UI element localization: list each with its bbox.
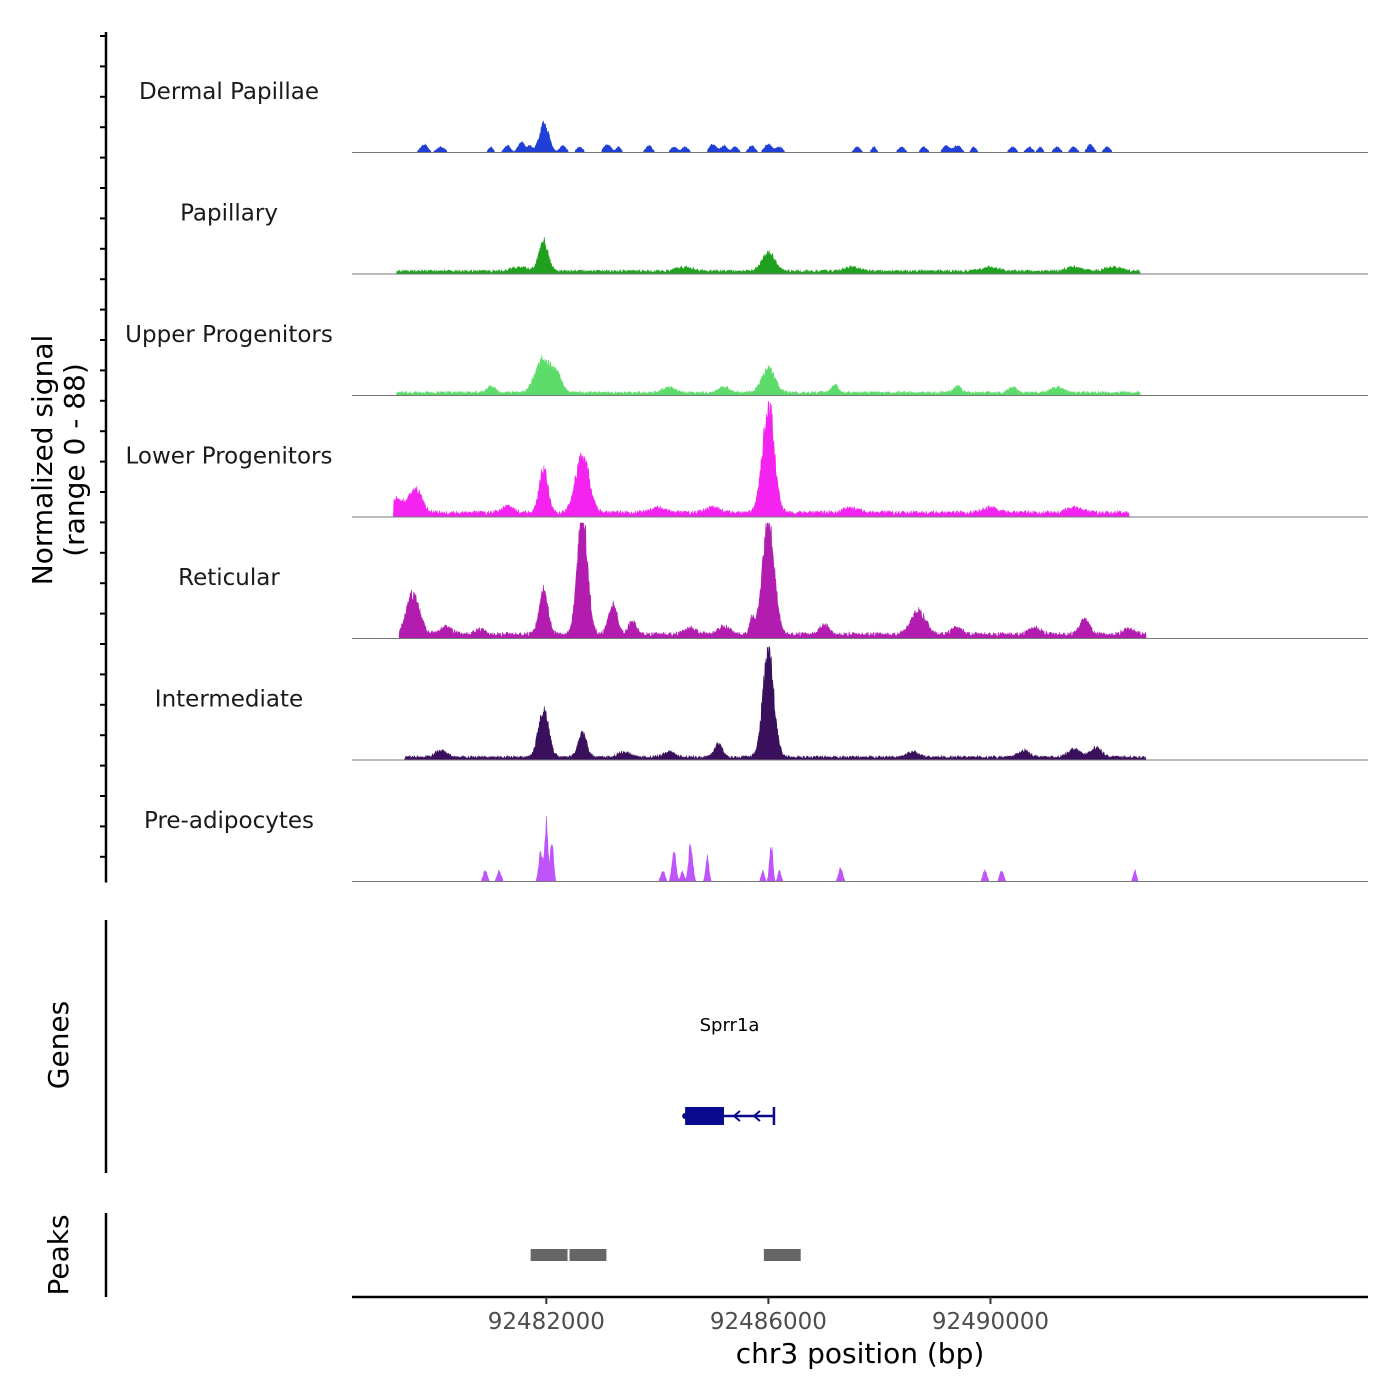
signal-area xyxy=(352,646,1368,761)
signal-area xyxy=(352,237,1368,275)
genes-panel-title: Genes xyxy=(42,1001,75,1089)
gene-sprr1a[interactable]: Sprr1a xyxy=(682,1015,776,1125)
strand-arrow xyxy=(732,1110,741,1122)
signal-area xyxy=(352,120,1368,154)
y-axis-title-line2: (range 0 - 88) xyxy=(58,363,91,557)
genes-layer: Sprr1a xyxy=(682,1015,776,1125)
signal-area xyxy=(352,355,1368,396)
x-axis-title: chr3 position (bp) xyxy=(736,1337,985,1370)
signal-area xyxy=(352,816,1368,882)
peak-region xyxy=(763,1249,801,1261)
signal-area xyxy=(352,522,1368,639)
gene-label: Sprr1a xyxy=(700,1015,760,1036)
track-papillary: Papillary xyxy=(180,201,1368,275)
track-intermediate: Intermediate xyxy=(155,646,1368,761)
track-label: Lower Progenitors xyxy=(126,444,333,470)
x-tick-label: 92490000 xyxy=(932,1309,1049,1335)
x-tick-label: 92486000 xyxy=(710,1309,827,1335)
track-label: Pre-adipocytes xyxy=(144,808,314,834)
track-label: Intermediate xyxy=(155,687,303,713)
gene-start-cap xyxy=(682,1113,689,1119)
peaks-layer xyxy=(530,1249,801,1261)
track-dermal-papillae: Dermal Papillae xyxy=(139,79,1368,154)
peak-region xyxy=(569,1249,607,1261)
peak-region xyxy=(530,1249,568,1261)
gene-exon xyxy=(685,1107,724,1125)
track-lower-progenitors: Lower Progenitors xyxy=(126,401,1368,518)
track-reticular: Reticular xyxy=(178,522,1368,639)
track-upper-progenitors: Upper Progenitors xyxy=(125,322,1368,396)
strand-arrow xyxy=(752,1110,761,1122)
x-tick-label: 92482000 xyxy=(488,1309,605,1335)
tracks-layer: Dermal Papillae Papillary Upper Progenitor… xyxy=(125,79,1368,882)
track-label: Papillary xyxy=(180,201,278,227)
peaks-panel-title: Peaks xyxy=(42,1214,75,1295)
track-label: Upper Progenitors xyxy=(125,322,333,348)
axes-layer: 92482000 92486000 92490000 xyxy=(100,32,1368,1335)
signal-area xyxy=(352,401,1368,518)
track-pre-adipocytes: Pre-adipocytes xyxy=(144,808,1368,882)
track-label: Reticular xyxy=(178,565,280,591)
y-axis-title-line1: Normalized signal xyxy=(26,335,59,586)
track-label: Dermal Papillae xyxy=(139,79,319,105)
